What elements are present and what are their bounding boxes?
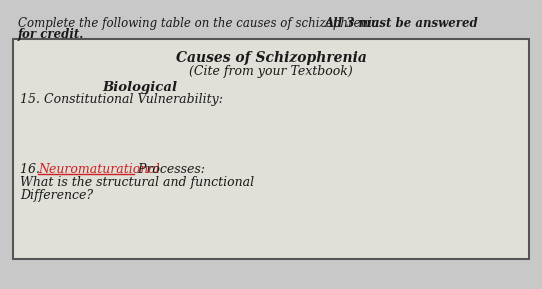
Text: All 3 must be answered: All 3 must be answered xyxy=(325,17,479,30)
Text: Difference?: Difference? xyxy=(20,189,93,202)
Text: 16.: 16. xyxy=(20,163,44,176)
Text: for credit.: for credit. xyxy=(18,28,85,41)
Text: Neuromaturational: Neuromaturational xyxy=(38,163,160,176)
Text: (Cite from your Textbook): (Cite from your Textbook) xyxy=(189,65,353,78)
Text: 15. Constitutional Vulnerability:: 15. Constitutional Vulnerability: xyxy=(20,93,223,106)
FancyBboxPatch shape xyxy=(13,39,529,259)
Text: What is the structural and functional: What is the structural and functional xyxy=(20,176,254,189)
Text: Biological: Biological xyxy=(102,81,177,94)
Text: Complete the following table on the causes of schizophrenia.: Complete the following table on the caus… xyxy=(18,17,386,30)
Text: Causes of Schizophrenia: Causes of Schizophrenia xyxy=(176,51,366,65)
Text: Processes:: Processes: xyxy=(134,163,205,176)
